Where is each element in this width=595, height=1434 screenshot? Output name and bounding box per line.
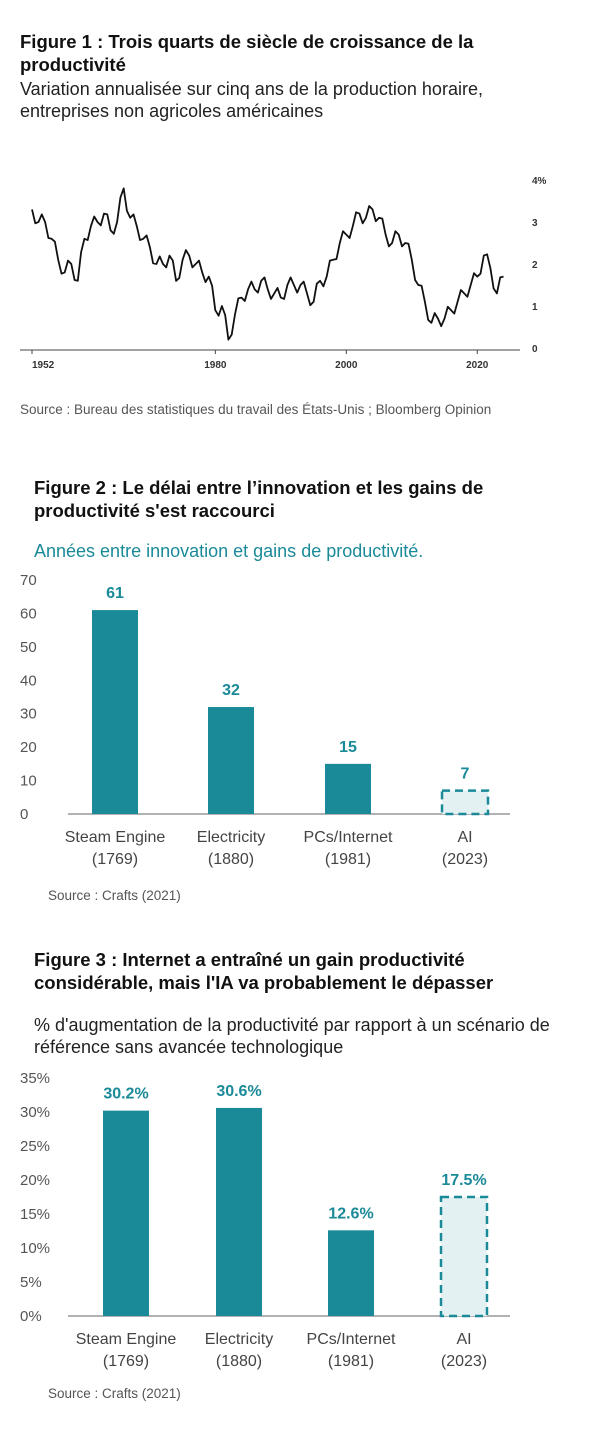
fig1-x-tick-label: 1980 [204,360,227,371]
fig2-data-label: 61 [106,585,124,602]
fig3-y-tick-label: 25% [20,1138,50,1155]
fig3-bar [439,1195,489,1318]
fig1-line-chart: 1952 1980 2000 2020 4% 3 2 1 0 [20,176,547,371]
fig2-x-tick-label: (2023) [442,851,488,868]
fig3-y-tick-label: 20% [20,1172,50,1189]
fig2-data-label: 7 [461,766,470,783]
fig1-x-tick-label: 2020 [466,360,489,371]
fig3-y-tick-label: 5% [20,1274,42,1291]
fig2-y-tick-label: 40 [20,672,37,689]
fig3-bar-chart: 0% 5% 10% 15% 20% 25% 30% 35% 30.2% Steam Engine (… [20,1070,510,1370]
fig3-y-tick-label: 35% [20,1070,50,1087]
fig1-y-tick-label: 2 [532,260,538,271]
fig2-y-tick-label: 30 [20,706,37,723]
fig2-y-tick-label: 10 [20,773,37,790]
fig2-x-tick-label: (1981) [325,851,371,868]
fig3-bar [328,1230,374,1316]
fig3-subtitle: % d'augmentation de la productivité par … [34,1015,550,1057]
fig2-bar-chart: 0 10 20 30 40 50 60 70 61 Steam Engine (1769) 32 Ele… [20,572,510,868]
fig2-x-tick-label: AI [457,829,472,846]
fig2-bar [208,707,254,814]
fig1-series-line [31,187,504,341]
fig2-y-tick-label: 60 [20,605,37,622]
fig3-y-tick-label: 30% [20,1104,50,1121]
fig2-bar [325,763,371,814]
fig1-y-tick-label: 3 [532,218,538,229]
fig3-x-tick-label: (2023) [441,1353,487,1370]
fig1-x-tick-label: 1952 [32,360,55,371]
fig1-y-tick-label: 0 [532,344,538,355]
fig3-data-label: 30.2% [103,1086,148,1103]
fig3-bar [103,1110,149,1316]
fig2-x-tick-label: Steam Engine [65,829,166,846]
fig2-y-tick-label: 70 [20,572,37,589]
fig1-subtitle: Variation annualisée sur cinq ans de la … [20,79,483,121]
fig2-y-tick-label: 20 [20,739,37,756]
fig2-x-tick-label: (1769) [92,851,138,868]
fig3-y-tick-label: 10% [20,1240,50,1257]
fig3-data-label: 17.5% [441,1172,486,1189]
fig2-bar [92,610,138,814]
fig3-title: Figure 3 : Internet a entraîné un gain p… [34,949,494,993]
fig2-y-tick-label: 50 [20,639,37,656]
fig3-data-label: 12.6% [328,1205,373,1222]
fig3-y-tick-label: 0% [20,1308,42,1325]
fig3-x-tick-label: AI [456,1331,471,1348]
fig3-source: Source : Crafts (2021) [48,1386,181,1401]
fig2-subtitle: Années entre innovation et gains de prod… [34,541,424,561]
fig2-y-tick-label: 0 [20,806,28,823]
fig1-x-tick-label: 2000 [335,360,358,371]
fig2-data-label: 32 [222,682,240,699]
fig2-source: Source : Crafts (2021) [48,888,181,903]
fig1-source: Source : Bureau des statistiques du trav… [20,402,492,417]
fig3-x-tick-label: Steam Engine [76,1331,177,1348]
fig3-data-label: 30.6% [216,1083,261,1100]
fig2-title: Figure 2 : Le délai entre l’innovation e… [34,477,484,521]
fig1-y-tick-label: 1 [532,302,538,313]
fig3-x-tick-label: PCs/Internet [307,1331,396,1348]
fig2-x-tick-label: (1880) [208,851,254,868]
fig3-x-tick-label: (1769) [103,1353,149,1370]
fig3-x-tick-label: Electricity [205,1331,273,1348]
fig1-title: Figure 1 : Trois quarts de siècle de cro… [20,31,474,75]
fig3-bar [216,1107,262,1316]
fig3-y-tick-label: 15% [20,1206,50,1223]
fig3-x-tick-label: (1981) [328,1353,374,1370]
fig2-bar [440,789,490,816]
fig1-y-tick-label: 4% [532,176,547,187]
fig2-data-label: 15 [339,739,357,756]
fig2-x-tick-label: Electricity [197,829,265,846]
fig2-x-tick-label: PCs/Internet [304,829,393,846]
fig3-x-tick-label: (1880) [216,1353,262,1370]
